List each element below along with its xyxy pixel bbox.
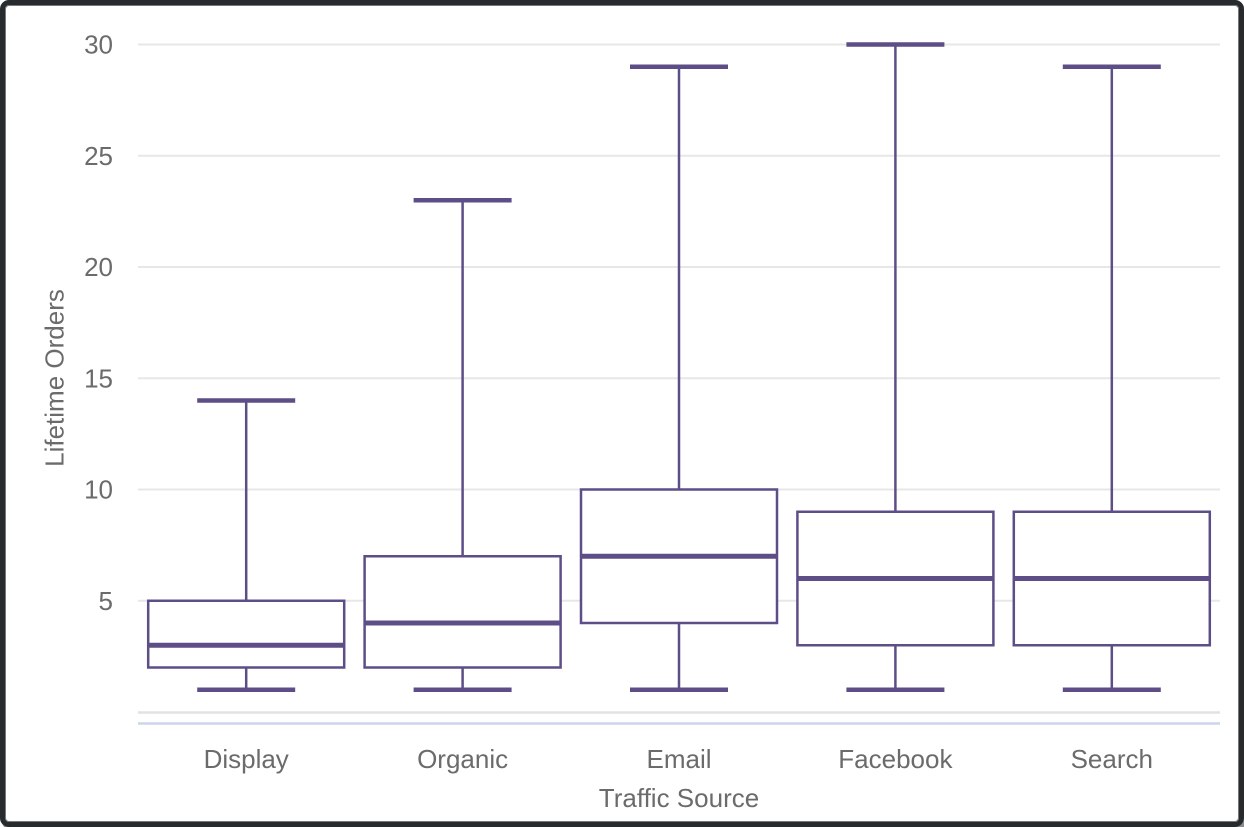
- boxplot-facebook[interactable]: [796, 42, 995, 692]
- y-tick-label: 20: [84, 252, 113, 282]
- boxplot-organic[interactable]: [363, 198, 562, 692]
- boxplot-search[interactable]: [1012, 64, 1212, 692]
- x-category-label-search: Search: [1071, 744, 1153, 774]
- x-category-label-organic: Organic: [417, 744, 508, 774]
- iqr-box[interactable]: [363, 555, 562, 669]
- y-tick-label: 10: [84, 475, 113, 505]
- iqr-box[interactable]: [146, 599, 346, 669]
- boxplot-display[interactable]: [146, 398, 346, 692]
- y-axis-title: Lifetime Orders: [39, 289, 70, 467]
- x-category-label-email: Email: [646, 744, 711, 774]
- boxplot-email[interactable]: [579, 64, 779, 692]
- x-axis-title: Traffic Source: [598, 783, 760, 813]
- x-category-label-facebook: Facebook: [838, 744, 953, 774]
- y-tick-label: 25: [84, 141, 113, 171]
- y-tick-label: 30: [84, 30, 113, 60]
- x-category-label-display: Display: [204, 744, 289, 774]
- y-tick-label: 5: [99, 586, 113, 616]
- y-tick-label: 15: [84, 363, 113, 393]
